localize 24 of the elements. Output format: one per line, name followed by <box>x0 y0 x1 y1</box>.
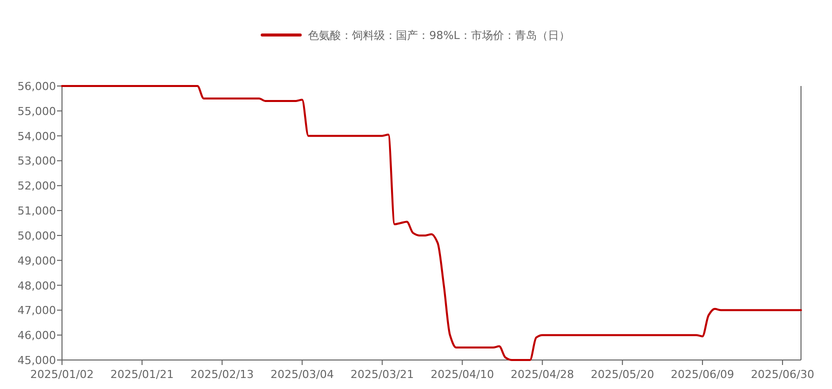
y-tick-label: 51,000 <box>18 204 56 218</box>
x-tick-label: 2025/01/02 <box>30 368 94 381</box>
legend: 色氨酸：饲料级：国产：98%L：市场价：青岛（日） <box>260 29 570 42</box>
x-tick-label: 2025/06/30 <box>750 368 814 381</box>
y-tick-label: 49,000 <box>18 254 56 268</box>
legend-label: 色氨酸：饲料级：国产：98%L：市场价：青岛（日） <box>308 29 570 42</box>
x-tick-label: 2025/05/20 <box>590 368 654 381</box>
y-tick-label: 56,000 <box>18 80 56 93</box>
y-tick-label: 54,000 <box>18 130 56 143</box>
y-tick-label: 48,000 <box>18 279 56 292</box>
y-tick-label: 52,000 <box>18 180 56 193</box>
y-tick-label: 53,000 <box>18 154 56 168</box>
y-tick-label: 47,000 <box>18 304 56 318</box>
x-tick-label: 2025/01/21 <box>110 368 174 381</box>
y-tick-label: 45,000 <box>18 354 56 367</box>
x-tick-label: 2025/03/21 <box>350 368 414 381</box>
x-tick-label: 2025/03/04 <box>270 368 334 381</box>
x-tick-label: 2025/06/09 <box>670 368 734 381</box>
x-tick-label: 2025/04/10 <box>430 368 494 381</box>
y-tick-label: 55,000 <box>18 104 56 118</box>
x-tick-label: 2025/02/13 <box>190 368 254 381</box>
y-tick-label: 50,000 <box>18 229 56 242</box>
y-tick-label: 46,000 <box>18 329 56 342</box>
x-tick-label: 2025/04/28 <box>510 368 574 381</box>
